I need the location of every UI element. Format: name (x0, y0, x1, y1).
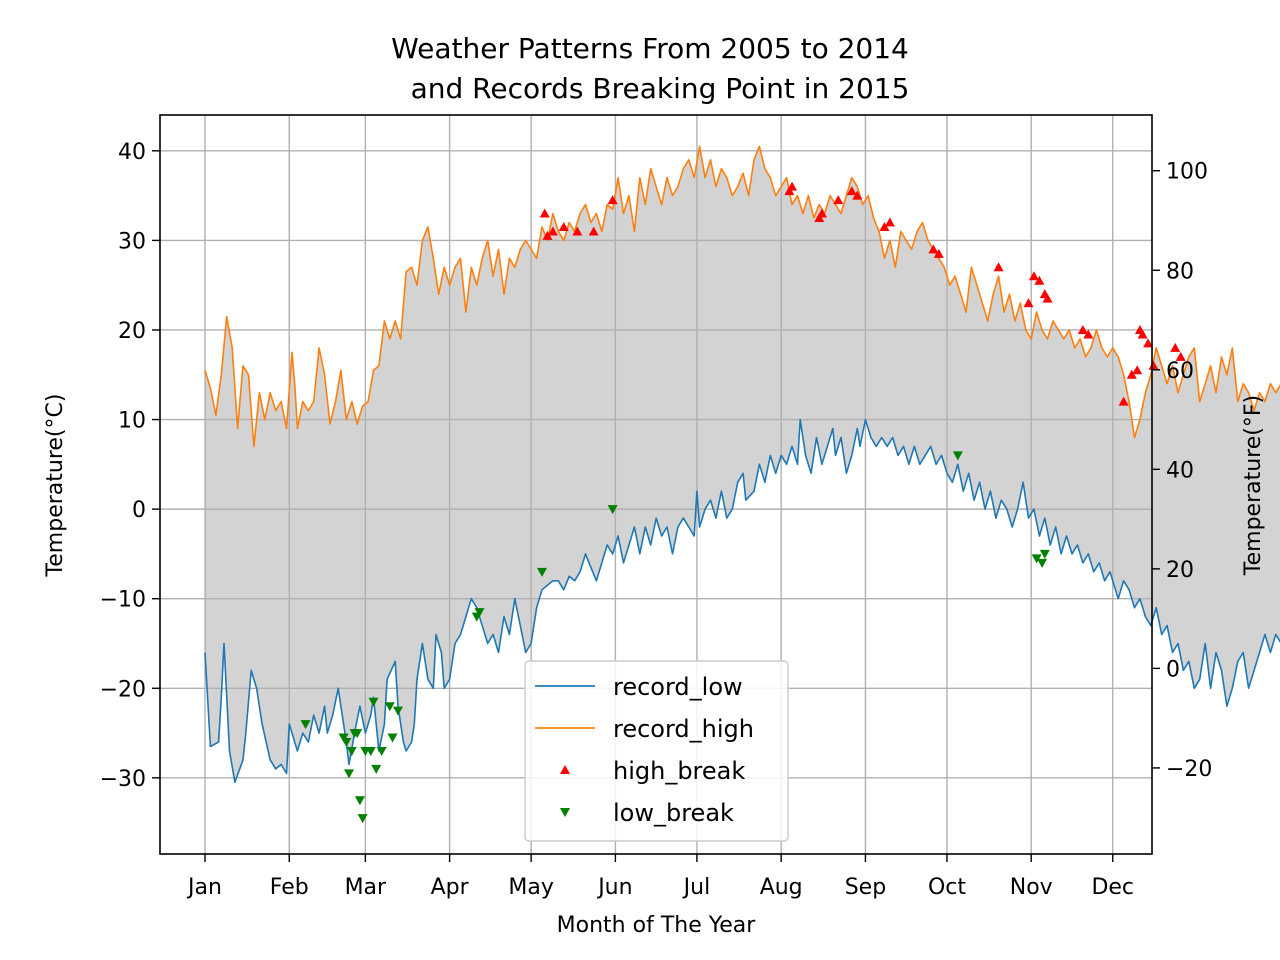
low-break-marker-22 (1031, 554, 1042, 564)
x-tick-label-mar: Mar (345, 875, 387, 900)
y-axis-left-title: Temperature(°C) (43, 394, 68, 578)
high-break-marker-25 (1083, 329, 1094, 339)
low-break-marker-2 (341, 738, 352, 748)
low-break-marker-10 (365, 746, 376, 756)
high-break-marker-26 (1118, 396, 1129, 406)
y-left-tick-label-40: 40 (118, 140, 146, 165)
high-break-marker-20 (1028, 271, 1039, 281)
x-tick-label-jan: Jan (186, 875, 222, 900)
high-break-marker-21 (1034, 275, 1045, 285)
x-tick-label-sep: Sep (845, 875, 886, 900)
chart-title-line2: and Records Breaking Point in 2015 (411, 72, 910, 105)
low-break-marker-3 (344, 769, 355, 779)
y-right-tick-label-20: 20 (1166, 558, 1194, 583)
x-tick-label-aug: Aug (760, 875, 803, 900)
y-right-tick-label-100: 100 (1166, 160, 1208, 185)
x-tick-label-oct: Oct (928, 875, 966, 900)
y-left-tick-label-30: 30 (118, 229, 146, 254)
x-tick-label-jul: Jul (682, 875, 711, 900)
high-break-marker-4 (572, 226, 583, 236)
high-break-marker-24 (1077, 324, 1088, 334)
y-right-tick-label-80: 80 (1166, 259, 1194, 284)
high-break-marker-27 (1126, 369, 1137, 379)
y-left-tick-label-10: 10 (118, 409, 146, 434)
y-left-tick-label--10: −10 (100, 588, 146, 613)
x-tick-label-apr: Apr (431, 875, 470, 900)
high-break-marker-33 (1170, 342, 1181, 352)
x-tick-label-may: May (508, 875, 553, 900)
x-tick-label-dec: Dec (1091, 875, 1134, 900)
series-line-record-low (204, 418, 1280, 784)
low-break-marker-13 (376, 746, 387, 756)
low-break-marker-21 (952, 451, 963, 461)
y-right-tick-label--20: −20 (1166, 757, 1212, 782)
x-tick-label-feb: Feb (270, 875, 309, 900)
high-break-marker-14 (879, 221, 890, 231)
low-break-marker-15 (387, 733, 398, 743)
legend-swatch-low-break (560, 808, 570, 817)
high-break-marker-16 (928, 244, 939, 254)
legend-box (524, 660, 789, 842)
high-break-marker-5 (588, 226, 599, 236)
y-right-tick-label-60: 60 (1166, 359, 1194, 384)
low-break-marker-23 (1037, 558, 1048, 568)
series-line-record-high (204, 145, 1280, 448)
high-break-marker-1 (542, 230, 553, 240)
y-right-tick-label-40: 40 (1166, 458, 1194, 483)
y-left-tick-label-20: 20 (118, 319, 146, 344)
high-break-marker-32 (1148, 360, 1159, 370)
legend-label-record-high: record_high (613, 715, 754, 743)
low-break-marker-12 (371, 764, 382, 774)
high-break-marker-12 (846, 186, 857, 196)
low-break-marker-16 (392, 706, 403, 716)
high-break-marker-19 (1023, 298, 1034, 308)
x-tick-label-jun: Jun (596, 875, 632, 900)
high-break-marker-17 (933, 248, 944, 258)
y-axis-right-title: Temperature(°F) (1241, 395, 1266, 576)
low-break-marker-20 (607, 505, 618, 515)
high-break-marker-18 (993, 262, 1004, 272)
high-break-marker-8 (787, 181, 798, 191)
x-axis-title: Month of The Year (557, 913, 757, 938)
high-break-marker-2 (547, 226, 558, 236)
y-left-tick-label--20: −20 (100, 677, 146, 702)
low-break-marker-6 (352, 729, 363, 739)
high-break-marker-11 (833, 195, 844, 205)
high-break-marker-28 (1132, 365, 1143, 375)
high-break-marker-10 (816, 208, 827, 218)
low-break-marker-0 (300, 720, 311, 730)
high-break-marker-34 (1175, 351, 1186, 361)
legend-label-low-break: low_break (613, 799, 734, 827)
y-left-tick-label-0: 0 (132, 498, 146, 523)
high-break-marker-13 (852, 190, 863, 200)
y-right-tick-label-0: 0 (1166, 657, 1180, 682)
low-break-marker-24 (1039, 549, 1050, 559)
x-tick-label-nov: Nov (1010, 875, 1053, 900)
chart-title-line1: Weather Patterns From 2005 to 2014 (391, 32, 909, 65)
high-break-marker-23 (1042, 293, 1053, 303)
low-break-marker-8 (357, 814, 368, 824)
legend-label-record-low: record_low (613, 673, 743, 701)
high-break-marker-15 (884, 217, 895, 227)
low-break-marker-14 (384, 702, 395, 712)
plot-area: Jan Feb Mar Apr May Jun Jul Aug Sep Oct Nov Dec −30 −… (100, 114, 1280, 900)
low-break-marker-4 (346, 746, 357, 756)
high-break-marker-31 (1143, 338, 1154, 348)
legend-swatch-high-break (560, 765, 570, 774)
low-break-marker-7 (354, 796, 365, 806)
low-break-marker-11 (368, 697, 379, 707)
high-break-marker-0 (539, 208, 550, 218)
high-break-marker-6 (607, 195, 618, 205)
low-break-marker-19 (537, 567, 548, 577)
low-break-marker-18 (474, 608, 485, 618)
y-left-tick-label--30: −30 (100, 767, 146, 792)
legend-label-high-break: high_break (613, 757, 745, 785)
plot-frame (159, 114, 1153, 855)
high-break-marker-30 (1137, 329, 1148, 339)
high-break-marker-3 (558, 221, 569, 231)
